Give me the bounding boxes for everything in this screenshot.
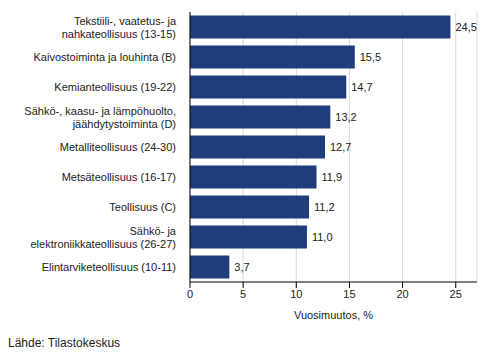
svg-text:5: 5 bbox=[240, 288, 246, 300]
svg-text:10: 10 bbox=[290, 288, 302, 300]
svg-text:Kemianteollisuus (19-22): Kemianteollisuus (19-22) bbox=[54, 81, 176, 93]
svg-text:Teollisuus (C): Teollisuus (C) bbox=[109, 201, 176, 213]
svg-text:Sähkö- jaelektroniikkateollisu: Sähkö- jaelektroniikkateollisuus (26-27) bbox=[30, 225, 176, 250]
svg-text:Vuosimuutos, %: Vuosimuutos, % bbox=[294, 309, 373, 321]
svg-text:Kaivostoiminta ja louhinta (B): Kaivostoiminta ja louhinta (B) bbox=[34, 51, 176, 63]
svg-text:12,7: 12,7 bbox=[330, 141, 351, 153]
html-text:Lähde: Tilastokeskus: Lähde: Tilastokeskus bbox=[8, 336, 121, 350]
svg-text:11,0: 11,0 bbox=[312, 231, 333, 243]
svg-text:14,7: 14,7 bbox=[351, 81, 372, 93]
svg-text:Elintarviketeollisuus (10-11): Elintarviketeollisuus (10-11) bbox=[42, 261, 176, 273]
svg-text:11,9: 11,9 bbox=[321, 171, 342, 183]
svg-text:Sähkö-, kaasu- ja lämpöhuolto,: Sähkö-, kaasu- ja lämpöhuolto,jäähdytyst… bbox=[24, 105, 176, 130]
svg-text:24,5: 24,5 bbox=[455, 21, 476, 33]
svg-text:3,7: 3,7 bbox=[234, 261, 249, 273]
svg-text:11,2: 11,2 bbox=[314, 201, 335, 213]
svg-text:25: 25 bbox=[450, 288, 462, 300]
svg-text:13,2: 13,2 bbox=[335, 111, 356, 123]
svg-text:Metsäteollisuus (16-17): Metsäteollisuus (16-17) bbox=[62, 171, 176, 183]
svg-text:15,5: 15,5 bbox=[360, 51, 381, 63]
svg-text:20: 20 bbox=[396, 288, 408, 300]
svg-text:Metalliteollisuus (24-30): Metalliteollisuus (24-30) bbox=[60, 141, 176, 153]
svg-text:Tekstiili-, vaatetus- janahkat: Tekstiili-, vaatetus- janahkateollisuus … bbox=[62, 15, 177, 40]
svg-text:0: 0 bbox=[187, 288, 193, 300]
svg-text:15: 15 bbox=[343, 288, 355, 300]
